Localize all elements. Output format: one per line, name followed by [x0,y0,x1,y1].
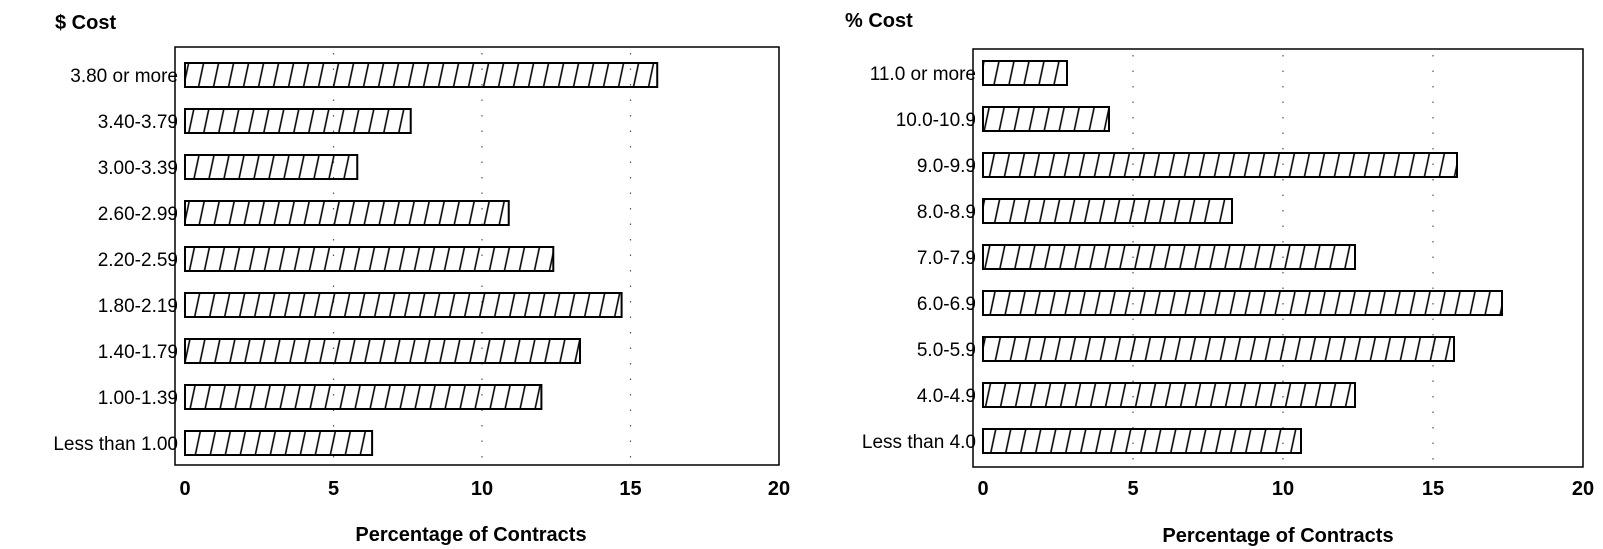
category-label: 3.40-3.79 [98,112,178,133]
category-label: 9.0-9.9 [917,156,976,177]
category-label: 11.0 or more [870,64,976,85]
category-label: 4.0-4.9 [917,386,976,407]
bar [982,428,1302,454]
category-label: 1.00-1.39 [98,388,178,409]
category-label: Less than 1.00 [53,434,178,455]
category-label: 5.0-5.9 [917,340,976,361]
bar [184,246,555,272]
category-label: 2.60-2.99 [98,204,178,225]
bar [982,152,1458,178]
category-label: 1.40-1.79 [98,342,178,363]
bar [982,290,1503,316]
chart-panel-dollar-cost: $ Cost 3.80 or more 3.40-3.79 3.00-3.39 2.6… [53,12,790,546]
x-tick-label: 5 [1127,478,1138,500]
bar [184,338,582,364]
category-labels: 3.80 or more 3.40-3.79 3.00-3.39 2.60-2.99 2… [53,66,178,455]
bar [184,292,623,318]
bar [982,382,1356,408]
category-label: 7.0-7.9 [917,248,976,269]
plot-frame [972,48,1584,468]
x-tick-label: 20 [768,478,790,500]
x-tick-label: 0 [179,478,190,500]
category-label: 10.0-10.9 [896,110,976,131]
bar [184,200,510,226]
bar [982,244,1356,270]
x-tick-label: 20 [1572,478,1594,500]
x-tick-labels: 0 5 10 15 20 [977,478,1594,500]
bar [184,62,659,88]
x-tick-label: 5 [328,478,339,500]
bar-group [982,60,1503,454]
x-tick-label: 10 [1272,478,1294,500]
category-label: 3.00-3.39 [98,158,178,179]
bar [982,60,1068,86]
category-label: 8.0-8.9 [917,202,976,223]
bar [982,336,1455,362]
bar [184,154,359,180]
category-labels: 11.0 or more 10.0-10.9 9.0-9.9 8.0-8.9 7.0-7… [862,64,976,453]
x-tick-label: 0 [977,478,988,500]
x-tick-label: 15 [619,478,641,500]
chart-panel-percent-cost: % Cost 11.0 or more 10.0-10.9 9.0-9.9 8.0-8… [845,10,1594,547]
x-tick-labels: 0 5 10 15 20 [179,478,790,500]
bar [982,198,1233,224]
x-axis-title: Percentage of Contracts [1162,525,1393,547]
x-tick-label: 15 [1422,478,1444,500]
plot-frame [174,46,780,466]
x-tick-label: 10 [471,478,493,500]
chart-title: $ Cost [55,12,116,34]
category-label: 6.0-6.9 [917,294,976,315]
bar-group [184,62,659,456]
category-label: 1.80-2.19 [98,296,178,317]
category-label: 2.20-2.59 [98,250,178,271]
bar [184,384,543,410]
x-axis-title: Percentage of Contracts [355,524,586,546]
bar [184,108,412,134]
bar [982,106,1110,132]
chart-title: % Cost [845,10,913,32]
bar [184,430,374,456]
category-label: 3.80 or more [70,66,178,87]
category-label: Less than 4.0 [862,432,976,453]
